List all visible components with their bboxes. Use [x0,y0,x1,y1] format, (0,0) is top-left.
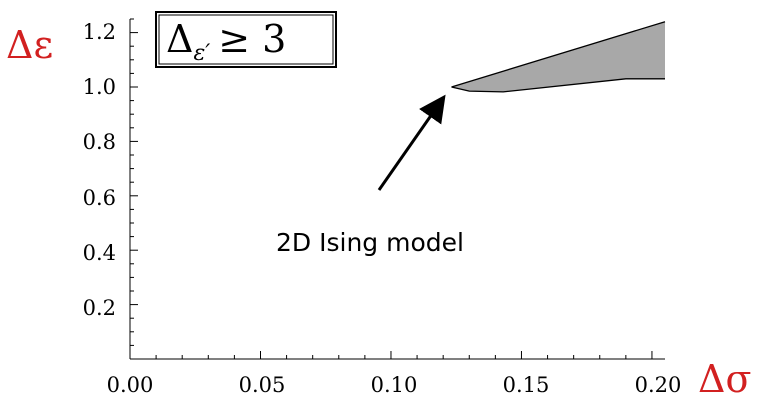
y-tick-label-2: 0.6 [83,186,116,210]
constraint-text: Δε′ ≥ 3 [166,17,286,66]
y-tick-label-3: 0.8 [83,130,116,154]
y-axis-label: Δε [6,23,53,67]
region-upper-boundary [451,21,666,88]
axis-ticks [129,18,653,359]
constraint-rhs: ≥ 3 [218,17,286,61]
y-tick-label-4: 1.0 [83,75,116,99]
y-tick-label-1: 0.4 [83,241,116,265]
constraint-box [155,11,337,68]
annotation-arrow [377,94,446,191]
annotation-label: 2D Ising model [276,228,464,257]
x-tick-label-4: 0.20 [635,373,682,397]
y-axis-label-text: Δε [6,23,53,67]
region-lower-boundary [451,78,665,93]
x-axis-label-text: Δσ [698,357,751,400]
constraint-subscript: ε′ [193,41,210,66]
x-tick-label-0: 0.00 [107,373,154,397]
y-tick-label-5: 1.2 [83,20,116,44]
constraint-box-inner [158,14,334,65]
allowed-region [451,21,665,92]
y-tick-label-0: 0.2 [83,296,116,320]
x-tick-label-3: 0.15 [503,373,550,397]
x-tick-label-2: 0.10 [371,373,418,397]
x-tick-label-1: 0.05 [239,373,286,397]
constraint-delta: Δ [166,17,193,61]
x-axis-label: Δσ [698,357,751,400]
